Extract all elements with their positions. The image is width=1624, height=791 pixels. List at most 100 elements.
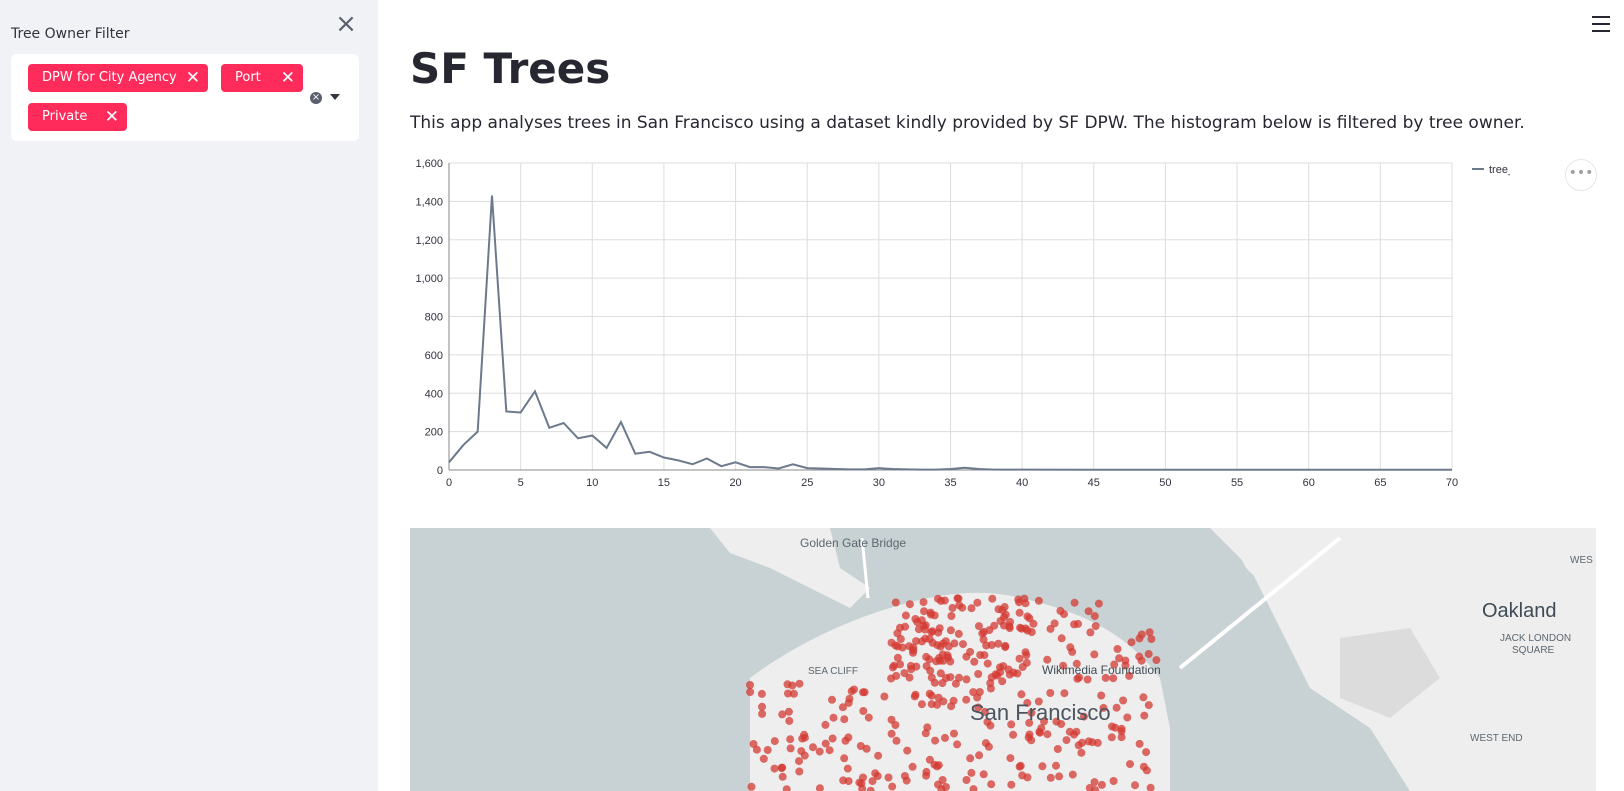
tree-point: [980, 707, 989, 716]
tree-point: [1131, 781, 1139, 790]
x-tick-label: 50: [1159, 477, 1171, 489]
tree-point: [1060, 689, 1069, 698]
tree-point: [1086, 628, 1095, 637]
close-icon[interactable]: ×: [335, 9, 357, 39]
tree-point: [840, 715, 849, 724]
chevron-down-icon[interactable]: [330, 94, 340, 100]
remove-tag-icon[interactable]: ✕: [280, 68, 295, 88]
tree-point: [936, 669, 945, 678]
tree-point: [847, 687, 856, 696]
tree-point: [1074, 741, 1083, 750]
tree-point: [974, 670, 983, 678]
map-label-golden-gate: Golden Gate Bridge: [800, 536, 907, 550]
x-tick-label: 60: [1303, 477, 1315, 489]
tree-point: [1023, 612, 1032, 621]
map-label-wikimedia: Wikimedia Foundation: [1042, 663, 1161, 677]
tree-point: [912, 637, 920, 646]
tree-point: [815, 784, 824, 791]
tag-dpw-for-city-agency: DPW for City Agency ✕: [28, 64, 208, 92]
tag-port: Port ✕: [221, 64, 303, 92]
treasure-island: [1240, 544, 1283, 579]
tree-point: [937, 596, 945, 605]
tree-point: [1144, 701, 1153, 710]
tree-point: [983, 717, 992, 726]
tree-point: [1072, 727, 1081, 736]
clear-all-icon[interactable]: ×: [310, 92, 322, 104]
tree-point: [1123, 713, 1132, 722]
x-tick-label: 0: [446, 477, 452, 489]
tree-point: [874, 751, 883, 760]
tree-point: [917, 700, 926, 709]
tree-point: [757, 689, 766, 698]
tree-point: [918, 637, 926, 646]
tree-point: [1000, 603, 1009, 611]
x-tick-label: 10: [586, 477, 598, 489]
tree-point: [985, 626, 994, 635]
tree-owner-multiselect[interactable]: DPW for City Agency ✕ Port ✕ Private ✕ ×: [11, 54, 359, 141]
tree-point: [795, 679, 804, 688]
map-label-oakland: Oakland: [1482, 600, 1557, 622]
y-tick-label: 0: [437, 465, 443, 477]
tree-point: [1088, 738, 1097, 747]
series-line-tree-count: [448, 195, 1452, 471]
tree-point: [938, 650, 947, 659]
tree-point: [1125, 671, 1134, 680]
tree-point: [778, 772, 787, 781]
tree-point: [1023, 773, 1032, 782]
tree-point: [959, 640, 967, 649]
tree-point: [946, 626, 955, 635]
x-tick-label: 30: [873, 477, 885, 489]
tree-point: [1057, 634, 1066, 643]
tree-point: [821, 739, 830, 748]
tree-point: [941, 733, 949, 742]
tree-point: [888, 663, 897, 672]
tree-point: [919, 598, 928, 607]
tree-point: [926, 610, 935, 619]
tree-point: [962, 695, 971, 704]
tree-point: [979, 770, 988, 779]
tree-point: [976, 651, 985, 659]
tree-point: [925, 689, 934, 698]
tree-point: [953, 740, 962, 749]
tree-point: [1006, 617, 1015, 626]
tree-point: [962, 675, 971, 684]
remove-tag-icon[interactable]: ✕: [185, 68, 200, 88]
tree-point: [1083, 675, 1092, 684]
tree-point: [1053, 745, 1062, 753]
tree-point: [1077, 748, 1086, 757]
remove-tag-icon[interactable]: ✕: [104, 107, 119, 127]
tree-point: [1126, 760, 1134, 769]
x-tick-label: 65: [1374, 477, 1386, 489]
tree-point: [825, 746, 834, 755]
tree-point: [908, 762, 917, 771]
tree-point: [1025, 718, 1034, 727]
tree-point: [1142, 766, 1151, 775]
tree-point: [969, 785, 978, 791]
tree-point: [800, 730, 809, 739]
y-tick-label: 200: [425, 427, 443, 439]
y-tick-label: 1,400: [415, 196, 443, 208]
tree-point: [746, 681, 754, 689]
tree-point: [938, 776, 947, 784]
tree-point: [927, 628, 936, 637]
tree-point: [828, 695, 836, 704]
tree-point: [777, 764, 786, 772]
x-tick-label: 45: [1088, 477, 1100, 489]
tree-point: [1046, 624, 1055, 633]
tree-point: [1079, 712, 1088, 721]
tree-point: [858, 784, 867, 791]
x-tick-label: 35: [944, 477, 956, 489]
x-tick-label: 25: [801, 477, 813, 489]
tree-point: [1117, 727, 1126, 736]
tree-point: [1029, 619, 1038, 628]
chart-actions-icon[interactable]: •••: [1565, 159, 1597, 191]
map[interactable]: Golden Gate Bridge Oakland San Francisco…: [410, 528, 1596, 791]
hamburger-menu-icon[interactable]: [1592, 16, 1610, 32]
tree-point: [988, 594, 997, 603]
tree-point: [1005, 670, 1014, 679]
tree-count-chart: 0 200 400 600 800 1,000 1,200 1,400 1,600 0 5 10 15 2…: [415, 158, 1510, 489]
tree-point: [891, 721, 900, 729]
tree-point: [1113, 645, 1122, 653]
tree-point: [1115, 654, 1124, 663]
x-tick-label: 15: [658, 477, 670, 489]
